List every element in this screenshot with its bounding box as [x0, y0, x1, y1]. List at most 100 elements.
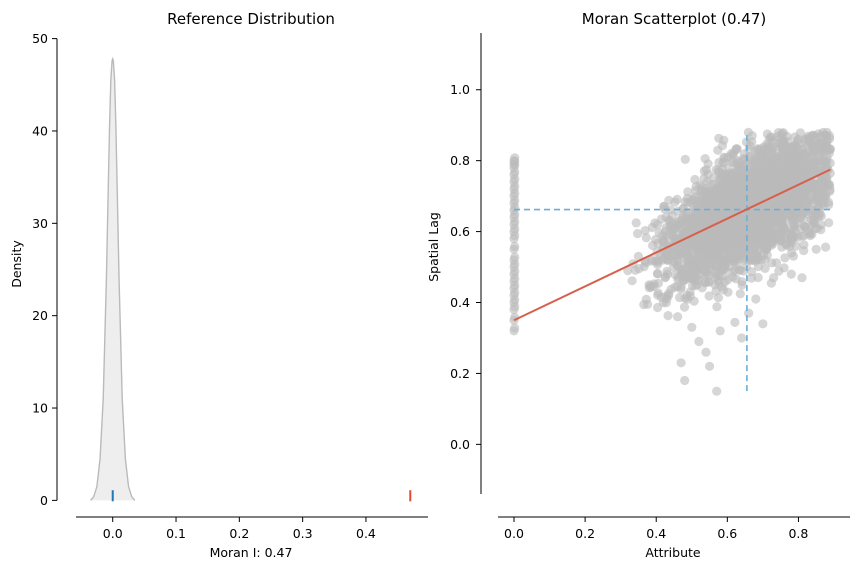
- scatter-point: [712, 187, 723, 197]
- scatter-point: [640, 226, 650, 236]
- scatter-point: [758, 319, 768, 329]
- scatter-point: [747, 137, 757, 147]
- scatter-point: [748, 233, 758, 243]
- scatter-point: [804, 138, 814, 148]
- scatter-point: [815, 209, 825, 219]
- scatter-point: [627, 276, 637, 286]
- x-tick-label: 0.1: [166, 526, 186, 541]
- scatter-point: [730, 257, 740, 267]
- scatter-point: [701, 347, 711, 357]
- scatter-point: [743, 245, 753, 255]
- x-tick-label: 0.4: [356, 526, 376, 541]
- scatter-point: [763, 146, 773, 156]
- scatter-point: [720, 261, 730, 271]
- scatter-point: [631, 218, 641, 228]
- scatter-point: [710, 254, 720, 264]
- scatter-point: [699, 173, 709, 183]
- scatter-point: [716, 172, 726, 182]
- scatter-point: [771, 212, 781, 222]
- scatter-point: [733, 188, 743, 198]
- scatter-point: [700, 154, 710, 164]
- scatter-point: [769, 273, 779, 283]
- scatter-point: [786, 269, 796, 279]
- scatter-point: [670, 197, 680, 207]
- scatter-point: [793, 134, 804, 144]
- scatter-point: [689, 296, 699, 306]
- scatter-point: [778, 144, 788, 154]
- scatter-point: [730, 317, 740, 327]
- scatter-point: [710, 213, 720, 224]
- scatter-point: [811, 244, 821, 254]
- y-tick-label: 40: [32, 123, 48, 138]
- scatter-point: [676, 284, 686, 294]
- scatter-point: [764, 154, 774, 164]
- density-curve: [90, 56, 136, 501]
- scatter-point: [728, 272, 738, 282]
- scatter-point: [664, 288, 674, 298]
- scatter-point: [744, 308, 754, 318]
- scatter-point: [683, 251, 693, 261]
- scatter-point: [725, 244, 735, 254]
- scatter-point: [734, 156, 745, 167]
- scatter-point: [808, 131, 818, 141]
- scatter-point: [681, 209, 691, 219]
- density-area: [90, 58, 135, 501]
- y-tick-label: 1.0: [450, 82, 470, 97]
- scatter-point: [735, 289, 745, 299]
- scatter-point: [738, 197, 748, 207]
- scatter-point: [825, 144, 836, 154]
- scatter-point: [752, 159, 762, 169]
- scatter-point: [656, 214, 667, 224]
- scatter-points: [509, 127, 836, 396]
- scatter-point: [673, 312, 683, 322]
- scatter-point: [737, 280, 747, 290]
- scatter-point: [676, 358, 686, 368]
- x-tick-label: 0.0: [103, 526, 123, 541]
- scatter-point: [753, 151, 763, 161]
- moran-scatterplot-panel: Moran Scatterplot (0.47) 0.0 0.2 0.4 0.6 0.8…: [426, 10, 850, 560]
- scatter-point: [744, 153, 754, 163]
- scatter-point: [699, 241, 709, 251]
- moran-scatterplot-title: Moran Scatterplot (0.47): [582, 10, 767, 28]
- scatter-point: [819, 154, 829, 165]
- scatter-point: [658, 254, 669, 264]
- y-tick-label: 0.2: [450, 366, 470, 381]
- scatter-point: [680, 375, 690, 386]
- scatter-point: [673, 275, 683, 285]
- scatter-point: [672, 260, 682, 270]
- scatter-point: [648, 240, 658, 251]
- scatter-point: [712, 386, 722, 396]
- x-tick-label: 0.6: [717, 526, 737, 541]
- scatter-point: [807, 229, 817, 239]
- scatter-point: [721, 181, 731, 191]
- y-tick-label: 0.6: [450, 224, 470, 239]
- scatter-point: [773, 233, 783, 243]
- scatter-point: [769, 219, 779, 229]
- scatter-point: [758, 250, 769, 260]
- y-axis-label: Density: [9, 240, 24, 288]
- scatter-point: [776, 199, 786, 209]
- scatter-point: [663, 311, 673, 321]
- x-axis-label: Moran I: 0.47: [210, 545, 293, 560]
- y-axis-ticks: 0 10 20 30 40 50: [32, 31, 57, 508]
- scatter-point: [643, 299, 653, 309]
- y-tick-label: 30: [32, 216, 48, 231]
- scatter-point: [779, 263, 789, 273]
- moran-scatterplot-plot-area: [509, 127, 836, 396]
- scatter-point: [653, 288, 663, 298]
- y-axis-ticks: 0.0 0.2 0.4 0.6 0.8 1.0: [450, 82, 481, 452]
- y-tick-label: 0: [40, 493, 48, 508]
- x-tick-label: 0.2: [229, 526, 249, 541]
- scatter-point: [752, 167, 762, 178]
- scatter-point: [704, 291, 714, 301]
- scatter-point: [804, 147, 814, 157]
- scatter-point: [669, 226, 679, 236]
- regression-fit-line: [513, 168, 831, 322]
- scatter-point: [806, 220, 817, 230]
- scatter-point: [769, 181, 779, 191]
- scatter-point: [510, 153, 520, 163]
- scatter-point: [797, 231, 807, 241]
- scatter-point: [821, 242, 831, 252]
- scatter-point: [778, 128, 789, 138]
